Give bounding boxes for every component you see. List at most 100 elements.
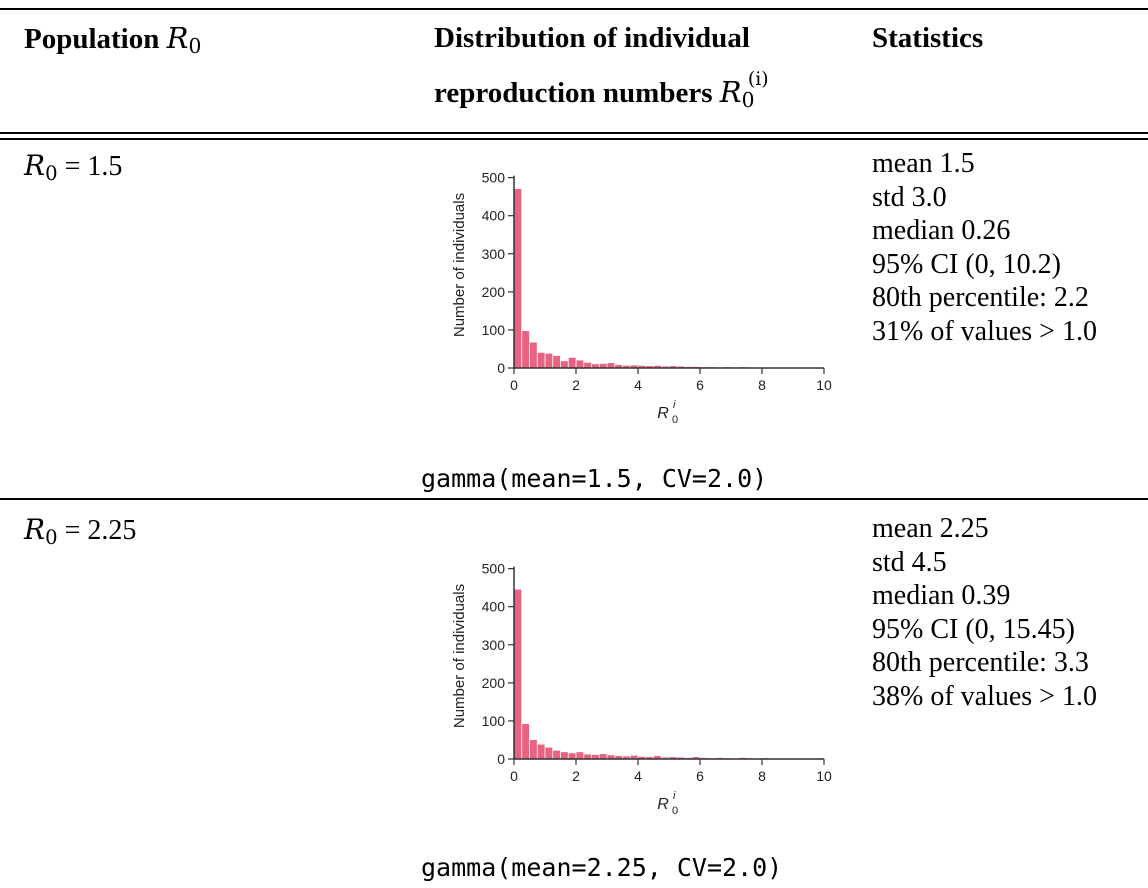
row2-r0-value: = 2.25 xyxy=(64,515,137,546)
header-population-label: Population xyxy=(24,23,160,55)
x-tick-label: 2 xyxy=(572,768,580,784)
y-tick-label: 200 xyxy=(482,284,506,300)
histogram-bar xyxy=(560,752,568,759)
y-tick-label: 300 xyxy=(482,246,506,262)
y-axis-label: Number of individuals xyxy=(451,193,468,337)
row1-stat-percentile: 80th percentile: 2.2 xyxy=(872,282,1089,313)
histogram-bar xyxy=(522,723,530,759)
histogram-bar xyxy=(622,365,630,368)
y-tick-label: 500 xyxy=(482,561,506,577)
histogram-bar xyxy=(661,366,669,368)
header-statistics: Statistics xyxy=(872,22,984,54)
x-tick-label: 6 xyxy=(696,768,704,784)
histogram-bar xyxy=(622,756,630,759)
histogram-bar xyxy=(646,757,654,759)
x-tick-label: 0 xyxy=(510,768,518,784)
histogram-bar xyxy=(591,754,599,759)
header-distribution: Distribution of individual reproduction … xyxy=(434,22,769,117)
x-axis-label-sup: i xyxy=(673,399,676,411)
histogram-bar xyxy=(553,355,561,368)
x-tick-label: 8 xyxy=(758,377,766,393)
x-tick-label: 4 xyxy=(634,768,642,784)
x-tick-label: 8 xyxy=(758,768,766,784)
row1-histogram: 0 100 200 300 400 500 0 2 4 6 8 10 Number of individ… xyxy=(420,160,840,430)
x-axis-label-sub: 0 xyxy=(672,414,678,426)
row1-population-r0: R0 = 1.5 xyxy=(24,150,122,190)
histogram-bar xyxy=(661,757,669,759)
row2-population-r0: R0 = 2.25 xyxy=(24,514,136,554)
row1-distribution-caption: gamma(mean=1.5, CV=2.0) xyxy=(421,464,768,493)
x-tick-label: 6 xyxy=(696,377,704,393)
row1-stat-median: median 0.26 xyxy=(872,215,1011,246)
histogram-bar xyxy=(646,366,654,368)
row1-r0-sub: 0 xyxy=(45,161,58,185)
row1-r0-symbol: R xyxy=(24,149,46,182)
header-distribution-symbol: R xyxy=(719,74,742,109)
histogram-bar xyxy=(545,353,553,368)
row2-stat-mean: mean 2.25 xyxy=(872,513,989,544)
histogram-bar xyxy=(599,363,607,368)
x-axis-label: R xyxy=(657,405,669,422)
row1-stat-std: std 3.0 xyxy=(872,181,947,213)
y-tick-label: 500 xyxy=(482,170,506,186)
header-double-rule-bottom xyxy=(0,138,1148,140)
histogram-bar xyxy=(584,754,592,759)
histogram-bar xyxy=(607,755,615,759)
y-tick-label: 100 xyxy=(482,322,506,338)
histogram-bar xyxy=(568,753,576,759)
histogram-bar xyxy=(638,756,646,759)
x-tick-label: 10 xyxy=(816,377,832,393)
histogram-bar xyxy=(545,747,553,759)
header-population: Population R0 xyxy=(24,22,201,63)
x-axis-label: R xyxy=(657,796,669,813)
y-tick-label: 400 xyxy=(482,208,506,224)
histogram-bar xyxy=(537,744,545,759)
histogram-bar xyxy=(560,361,568,368)
header-distribution-line1: Distribution of individual xyxy=(434,22,750,54)
histogram-bar xyxy=(584,362,592,368)
row2-statistics: mean 2.25 std 4.5 median 0.39 95% CI (0,… xyxy=(872,512,1097,713)
histogram-bar xyxy=(529,739,537,759)
row2-histogram-svg: 0 100 200 300 400 500 0 2 4 6 8 10 Number of individ… xyxy=(451,561,832,817)
row2-r0-symbol: R xyxy=(24,513,46,546)
row1-stat-mean: mean 1.5 xyxy=(872,148,975,179)
row1-stat-fraction: 31% of values > 1.0 xyxy=(872,315,1097,347)
histogram-bar xyxy=(514,189,522,368)
histogram-bar xyxy=(677,366,685,368)
x-tick-label: 4 xyxy=(634,377,642,393)
histogram-bar xyxy=(653,365,661,368)
table-top-rule xyxy=(0,8,1148,10)
histogram-bar xyxy=(591,364,599,368)
histogram-bar xyxy=(630,365,638,368)
x-tick-label: 2 xyxy=(572,377,580,393)
header-distribution-sub: 0 xyxy=(741,88,755,113)
header-distribution-sup: (i) xyxy=(747,69,769,90)
y-tick-label: 200 xyxy=(482,675,506,691)
header-population-symbol: R xyxy=(166,21,189,55)
histogram-bar xyxy=(677,757,685,759)
header-double-rule-top xyxy=(0,132,1148,134)
histogram-bar xyxy=(576,360,584,368)
header-population-sub: 0 xyxy=(188,34,202,59)
histogram-bar xyxy=(669,366,677,368)
y-tick-label: 400 xyxy=(482,599,506,615)
histogram-bar xyxy=(692,757,700,759)
y-tick-label: 100 xyxy=(482,713,506,729)
row2-distribution-caption: gamma(mean=2.25, CV=2.0) xyxy=(421,853,783,882)
histogram-bar xyxy=(514,589,522,759)
histogram-bar xyxy=(522,331,530,368)
histogram-bar xyxy=(599,754,607,759)
y-tick-label: 0 xyxy=(497,751,505,767)
row2-r0-sub: 0 xyxy=(45,525,58,549)
row1-histogram-svg: 0 100 200 300 400 500 0 2 4 6 8 10 Number of individ… xyxy=(451,170,832,426)
histogram-bar xyxy=(638,365,646,368)
histogram-bar xyxy=(607,363,615,368)
histogram-bar xyxy=(615,364,623,368)
y-tick-label: 0 xyxy=(497,360,505,376)
row1-stat-ci: 95% CI (0, 10.2) xyxy=(872,248,1061,280)
row1-statistics: mean 1.5 std 3.0 median 0.26 95% CI (0, … xyxy=(872,147,1097,348)
header-distribution-line2-text: reproduction numbers xyxy=(434,76,713,109)
row-divider-rule xyxy=(0,498,1148,500)
header-distribution-line2: reproduction numbers R0(i) xyxy=(434,63,769,117)
histogram-bar xyxy=(653,755,661,759)
